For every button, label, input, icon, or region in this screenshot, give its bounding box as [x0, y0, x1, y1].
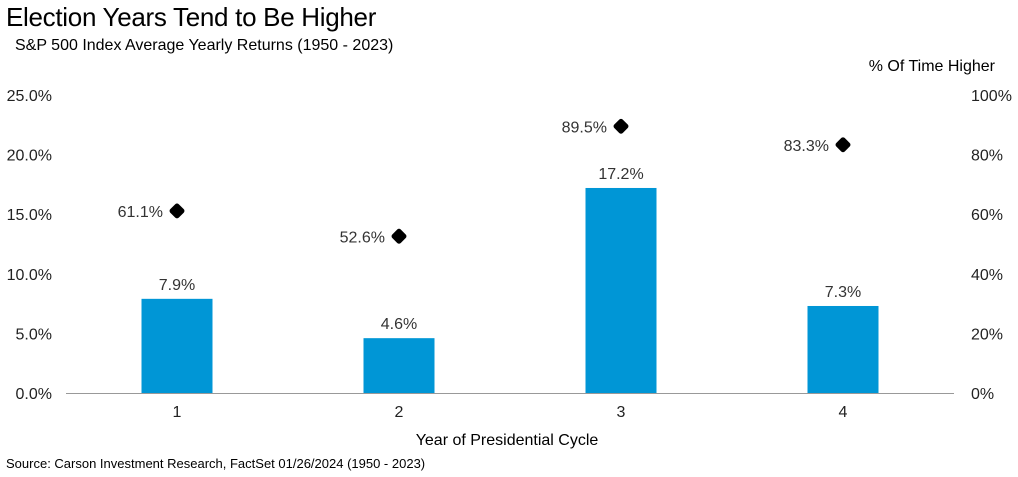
- bar: [585, 187, 657, 393]
- chart-title: Election Years Tend to Be Higher: [6, 2, 377, 32]
- marker-value-label: 52.6%: [340, 229, 385, 246]
- x-tick-label: 1: [173, 404, 182, 421]
- y-tick-label: 25.0%: [7, 88, 52, 105]
- y-tick-label: 10.0%: [7, 267, 52, 284]
- x-tick-label: 2: [395, 404, 404, 421]
- marker-point: [835, 137, 851, 153]
- marker-value-label: 61.1%: [118, 204, 163, 221]
- marker-point: [613, 118, 629, 134]
- bar-value-label: 17.2%: [598, 166, 643, 183]
- source-note: Source: Carson Investment Research, Fact…: [6, 456, 426, 471]
- bar-value-label: 7.9%: [159, 277, 195, 294]
- marker-value-label: 83.3%: [784, 138, 829, 155]
- x-axis-title: Year of Presidential Cycle: [416, 432, 599, 449]
- y-tick-label: 0.0%: [16, 386, 52, 403]
- y2-tick-label: 100%: [971, 88, 1012, 105]
- y2-tick-label: 0%: [971, 386, 994, 403]
- bar: [807, 305, 879, 393]
- bar-value-label: 4.6%: [381, 316, 417, 333]
- marker-point: [391, 228, 407, 244]
- y2-tick-label: 80%: [971, 148, 1003, 165]
- chart-subtitle: S&P 500 Index Average Yearly Returns (19…: [15, 37, 394, 54]
- y-tick-label: 20.0%: [7, 148, 52, 165]
- bar-value-label: 7.3%: [825, 284, 861, 301]
- y-tick-label: 15.0%: [7, 207, 52, 224]
- y-tick-label: 5.0%: [16, 326, 52, 343]
- bar: [141, 298, 213, 393]
- y2-axis-title: % Of Time Higher: [869, 58, 996, 75]
- marker-value-label: 89.5%: [562, 119, 607, 136]
- x-tick-label: 3: [617, 404, 626, 421]
- x-tick-label: 4: [839, 404, 848, 421]
- bar: [363, 338, 435, 393]
- y2-tick-label: 60%: [971, 207, 1003, 224]
- marker-point: [169, 203, 185, 219]
- y2-tick-label: 20%: [971, 326, 1003, 343]
- y2-tick-label: 40%: [971, 267, 1003, 284]
